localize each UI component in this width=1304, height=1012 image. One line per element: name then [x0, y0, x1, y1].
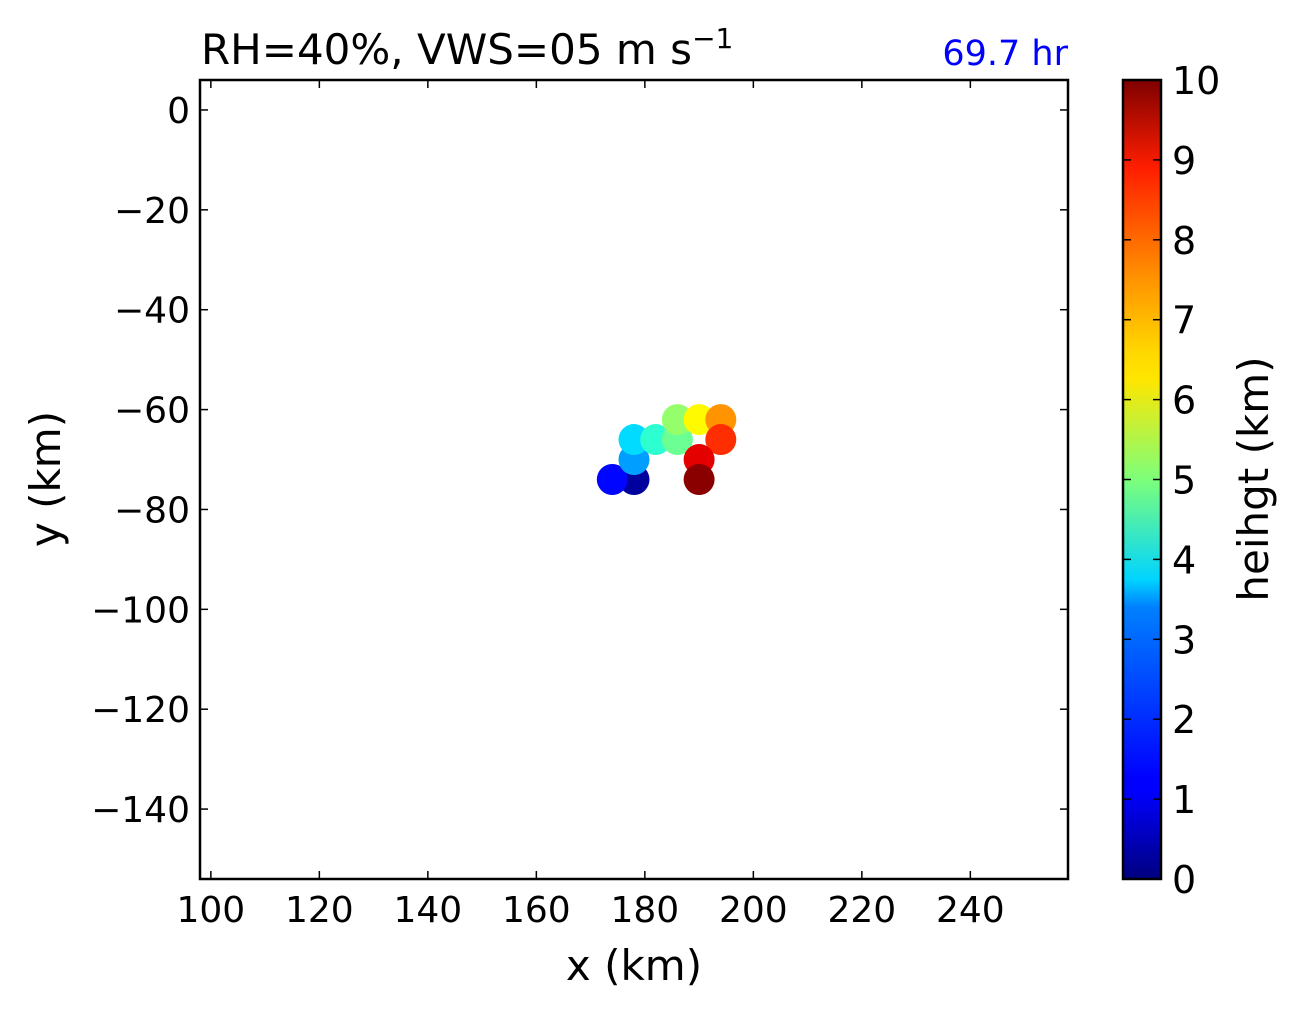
- x-tick-label: 240: [936, 890, 1005, 931]
- chart-title: RH=40%, VWS=05 m s−1: [201, 22, 733, 74]
- x-tick-label: 100: [176, 890, 245, 931]
- colorbar-tick-label: 10: [1172, 59, 1220, 103]
- x-tick-label: 180: [610, 890, 679, 931]
- colorbar-tick-label: 0: [1172, 858, 1196, 902]
- colorbar-tick-label: 8: [1172, 219, 1196, 263]
- colorbar-tick-label: 6: [1172, 379, 1196, 423]
- y-tick-label: −140: [91, 790, 190, 831]
- colorbar-tick-label: 3: [1172, 618, 1196, 662]
- data-points: [596, 404, 737, 495]
- x-tick-label: 120: [285, 890, 354, 931]
- x-tick-label: 140: [393, 890, 462, 931]
- y-tick-label: −80: [114, 490, 190, 531]
- y-tick-label: −100: [91, 590, 190, 631]
- colorbar: 0 1 2 3 4 5 6 7 8 9 10 heihgt (km): [1121, 59, 1278, 902]
- scatter-point: [705, 424, 737, 456]
- scatter-point: [683, 464, 715, 495]
- y-axis-ticks: 0 −20 −40 −60 −80 −100 −120 −140: [91, 91, 1068, 831]
- scatter-point: [661, 404, 693, 436]
- colorbar-ticks: 0 1 2 3 4 5 6 7 8 9 10: [1123, 59, 1220, 902]
- x-tick-label: 220: [827, 890, 896, 931]
- y-tick-label: −60: [114, 391, 190, 432]
- x-tick-label: 200: [719, 890, 788, 931]
- y-tick-label: −20: [114, 191, 190, 232]
- colorbar-tick-label: 2: [1172, 698, 1196, 742]
- x-tick-label: 160: [502, 890, 571, 931]
- colorbar-tick-label: 9: [1172, 139, 1196, 183]
- colorbar-tick-label: 7: [1172, 299, 1196, 343]
- scatter-point: [683, 404, 715, 436]
- y-tick-label: −40: [114, 291, 190, 332]
- y-tick-label: −120: [91, 690, 190, 731]
- scatter-point: [618, 424, 650, 456]
- x-axis-label: x (km): [566, 941, 702, 990]
- y-tick-label: 0: [167, 91, 190, 132]
- axes-frame: [198, 78, 1070, 881]
- colorbar-tick-label: 4: [1172, 538, 1196, 582]
- colorbar-label: heihgt (km): [1229, 356, 1278, 601]
- x-axis-ticks: 100 120 140 160 180 200 220 240: [176, 80, 1005, 931]
- plot-area: 100 120 140 160 180 200 220 240 0 −20 −40 −60 −80 −1…: [91, 78, 1070, 931]
- y-axis-label: y (km): [21, 411, 70, 547]
- scatter-point: [640, 424, 672, 456]
- colorbar-tick-label: 5: [1172, 459, 1196, 503]
- colorbar-tick-label: 1: [1172, 778, 1196, 822]
- scatter-point: [596, 464, 628, 495]
- time-annotation: 69.7 hr: [942, 34, 1068, 74]
